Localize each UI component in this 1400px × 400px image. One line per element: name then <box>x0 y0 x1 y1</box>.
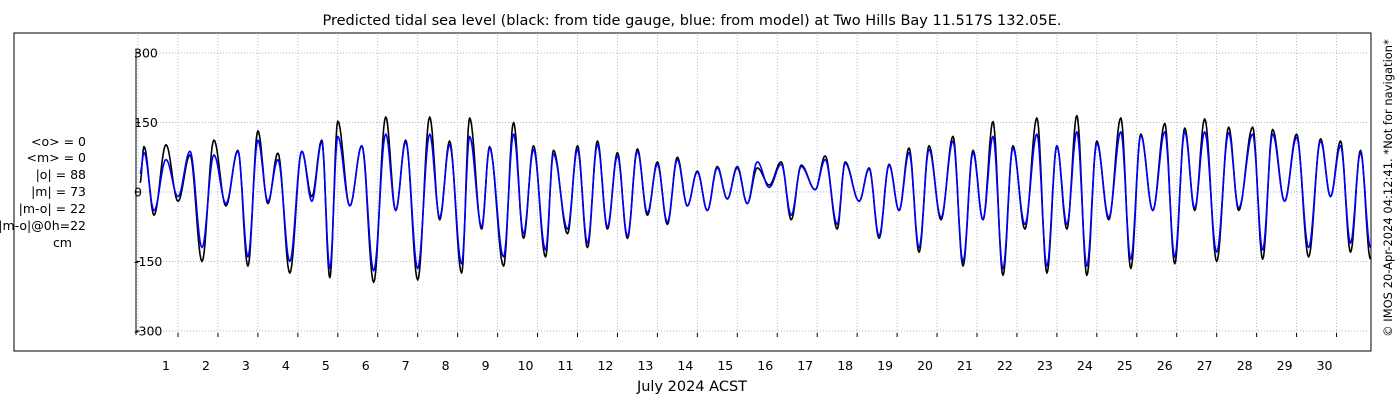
x-tick-label: 15 <box>717 358 733 373</box>
series-line-tide-gauge <box>139 114 1372 284</box>
plot-frame <box>13 32 1372 352</box>
stat-abs-diff-0h: |m-o|@0h=22 <box>0 218 86 233</box>
x-tick-label: 26 <box>1157 358 1173 373</box>
x-tick-label: 27 <box>1197 358 1213 373</box>
x-tick-label: 23 <box>1037 358 1053 373</box>
x-tick-label: 11 <box>558 358 574 373</box>
x-tick-label: 10 <box>518 358 534 373</box>
x-axis: 1 2 3 4 5 6 7 8 9 10 11 12 13 14 15 16 17 18 19 20 21 22 23 24 2… <box>162 333 1338 373</box>
x-tick-label: 17 <box>797 358 813 373</box>
stats-box: <o> = 0 <m> = 0 |o| = 88 |m| = 73 |m-o| … <box>0 134 86 250</box>
y-tick-label: 150 <box>134 115 158 130</box>
x-tick-label: 5 <box>322 358 330 373</box>
x-tick-label: 6 <box>362 358 370 373</box>
x-tick-label: 28 <box>1237 358 1253 373</box>
x-tick-label: 29 <box>1277 358 1293 373</box>
y-tick-label: -150 <box>134 254 162 269</box>
x-tick-label: 18 <box>837 358 853 373</box>
x-tick-label: 25 <box>1117 358 1133 373</box>
x-tick-label: 19 <box>877 358 893 373</box>
watermark: © IMOS 20-Apr-2024 04:12:41. *Not for na… <box>1381 39 1395 337</box>
x-axis-label: July 2024 ACST <box>636 379 747 395</box>
y-axis: 300 150 0 -150 -300 <box>134 46 162 339</box>
series-layer <box>139 114 1372 284</box>
y-tick-label: 300 <box>134 46 158 61</box>
stat-abs-model: |m| = 73 <box>31 184 86 199</box>
x-tick-label: 4 <box>282 358 290 373</box>
x-tick-label: 22 <box>997 358 1013 373</box>
stat-unit: cm <box>53 235 72 250</box>
x-tick-label: 20 <box>917 358 933 373</box>
x-tick-label: 9 <box>482 358 490 373</box>
x-tick-label: 30 <box>1317 358 1333 373</box>
stat-mean-model: <m> = 0 <box>27 150 87 165</box>
y-tick-label: 0 <box>134 185 142 200</box>
x-tick-label: 1 <box>162 358 170 373</box>
x-tick-label: 21 <box>957 358 973 373</box>
x-tick-label: 2 <box>202 358 210 373</box>
x-tick-label: 12 <box>597 358 613 373</box>
series-line-model <box>139 131 1372 272</box>
y-tick-label: -300 <box>134 324 162 339</box>
x-tick-label: 24 <box>1077 358 1093 373</box>
stat-abs-diff: |m-o| = 22 <box>19 201 86 216</box>
x-tick-label: 3 <box>242 358 250 373</box>
stat-abs-observed: |o| = 88 <box>36 167 86 182</box>
x-tick-label: 8 <box>442 358 450 373</box>
stat-mean-observed: <o> = 0 <box>31 134 86 149</box>
x-tick-label: 14 <box>677 358 693 373</box>
x-tick-label: 13 <box>637 358 653 373</box>
chart-title: Predicted tidal sea level (black: from t… <box>322 13 1061 29</box>
x-tick-label: 16 <box>757 358 773 373</box>
x-tick-label: 7 <box>402 358 410 373</box>
